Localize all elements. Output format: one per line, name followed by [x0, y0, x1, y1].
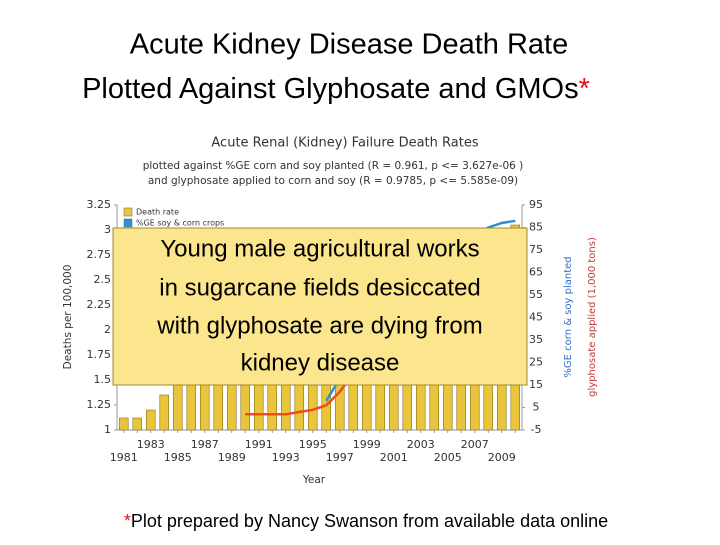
y-tick-label: 1.25	[87, 398, 112, 411]
y2-tick-label: 55	[529, 288, 543, 301]
bar	[118, 417, 129, 431]
slide-title: Plotted Against Glyphosate and GMOs	[82, 73, 579, 105]
y-tick-label: 1.5	[94, 373, 112, 386]
bar	[159, 394, 170, 431]
chart-subtitle: and glyphosate applied to corn and soy (…	[148, 175, 518, 187]
x-tick-label: 2003	[407, 438, 435, 451]
x-tick-label: 2005	[434, 451, 462, 464]
y-axis-label: Deaths per 100,000	[62, 265, 74, 370]
bar	[172, 379, 183, 431]
y2-tick-label: 25	[529, 356, 543, 369]
y2-tick-label: 75	[529, 243, 543, 256]
x-tick-label: 1993	[272, 451, 300, 464]
y2-tick-label: 45	[529, 311, 543, 324]
x-tick-label: 1997	[326, 451, 354, 464]
legend-label: Death rate	[136, 208, 179, 217]
bar	[145, 409, 156, 431]
y2-tick-label: 65	[529, 266, 543, 279]
x-tick-label: 2007	[461, 438, 489, 451]
x-axis-label: Year	[302, 474, 326, 486]
asterisk: *	[124, 511, 131, 531]
y2-tick-label: 85	[529, 221, 543, 234]
x-tick-label: 1981	[110, 451, 138, 464]
y2-tick-label: -5	[531, 423, 542, 436]
y-tick-label: 3	[104, 223, 111, 236]
x-tick-label: 2001	[380, 451, 408, 464]
y-tick-label: 2.5	[94, 273, 112, 286]
x-tick-label: 1995	[299, 438, 327, 451]
x-tick-label: 1991	[245, 438, 273, 451]
y2-tick-label: 5	[533, 401, 540, 414]
legend-swatch	[123, 218, 133, 228]
y-tick-label: 2.75	[87, 248, 112, 261]
legend-swatch	[123, 207, 133, 217]
legend-label: %GE soy & corn crops	[136, 219, 224, 228]
bar	[280, 379, 291, 431]
y-tick-label: 3.25	[87, 198, 112, 211]
callout: Young male agricultural works in sugarca…	[112, 227, 528, 386]
chart-subtitle: plotted against %GE corn and soy planted…	[143, 160, 524, 172]
y-tick-label: 2	[104, 323, 111, 336]
chart-title: Acute Renal (Kidney) Failure Death Rates	[211, 136, 478, 151]
y2-tick-label: 95	[529, 198, 543, 211]
callout-text: with glyphosate are dying from	[156, 312, 483, 339]
x-tick-label: 1985	[164, 451, 192, 464]
y2-tick-label: 35	[529, 333, 543, 346]
callout-text: Young male agricultural works	[160, 235, 479, 262]
y2-tick-label: 15	[529, 378, 543, 391]
bar	[213, 379, 224, 431]
callout-text: in sugarcane fields desiccated	[159, 274, 481, 301]
slide-title: Acute Kidney Disease Death Rate	[130, 29, 568, 61]
x-tick-label: 1983	[137, 438, 165, 451]
footnote: *Plot prepared by Nancy Swanson from ava…	[124, 511, 608, 531]
bar	[267, 379, 278, 431]
y2-axis-label: %GE corn & soy planted	[563, 256, 574, 377]
y-tick-label: 1	[104, 423, 111, 436]
footnote-text: Plot prepared by Nancy Swanson from avai…	[131, 511, 608, 531]
slide-title: Plotted Against Glyphosate and GMOs*	[82, 73, 590, 105]
x-tick-label: 1987	[191, 438, 219, 451]
bar	[132, 417, 143, 431]
asterisk: *	[579, 73, 590, 105]
x-tick-label: 1999	[353, 438, 381, 451]
y2-axis-label: glyphosate applied (1,000 tons)	[587, 237, 598, 397]
y-tick-label: 1.75	[87, 348, 112, 361]
callout-box	[112, 227, 528, 386]
callout-text: kidney disease	[241, 349, 400, 376]
bar	[294, 379, 305, 431]
x-tick-label: 2009	[488, 451, 516, 464]
y-tick-label: 2.25	[87, 298, 112, 311]
x-tick-label: 1989	[218, 451, 246, 464]
